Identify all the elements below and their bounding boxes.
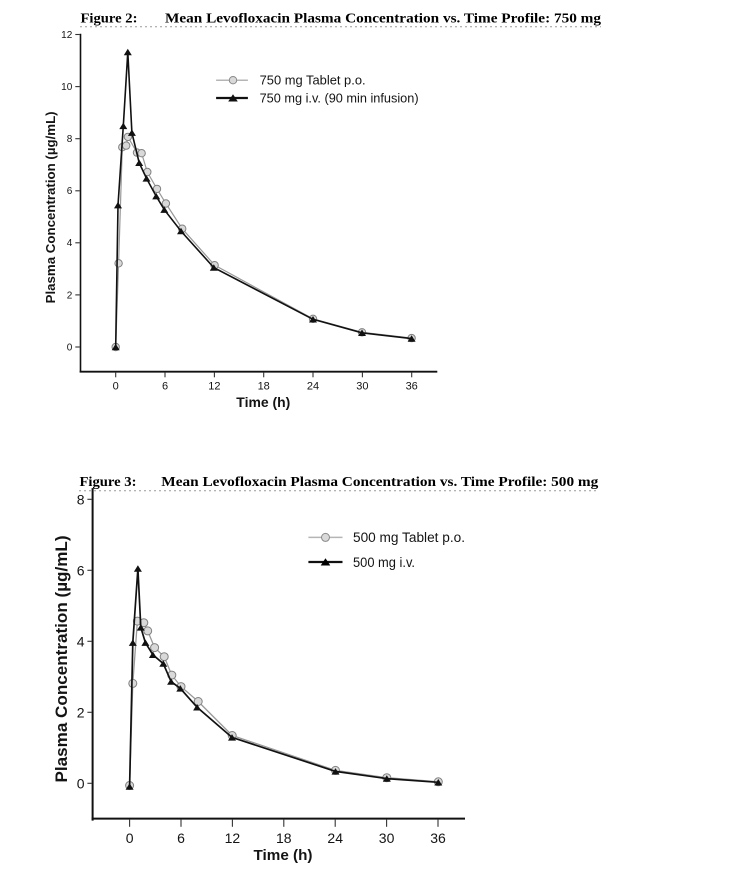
svg-text:Plasma Concentration (µg/mL): Plasma Concentration (µg/mL) bbox=[52, 536, 71, 783]
svg-text:Time (h): Time (h) bbox=[254, 847, 313, 864]
svg-text:4: 4 bbox=[77, 633, 85, 649]
svg-text:4: 4 bbox=[67, 238, 73, 249]
svg-text:12: 12 bbox=[208, 381, 220, 393]
svg-text:2: 2 bbox=[67, 290, 73, 301]
svg-text:750 mg i.v. (90 min infusion): 750 mg i.v. (90 min infusion) bbox=[260, 91, 419, 106]
svg-text:18: 18 bbox=[258, 381, 270, 393]
svg-text:Plasma Concentration (µg/mL): Plasma Concentration (µg/mL) bbox=[43, 111, 58, 303]
svg-text:0: 0 bbox=[126, 830, 134, 846]
svg-text:0: 0 bbox=[113, 381, 119, 393]
svg-text:Figure 2:: Figure 2: bbox=[81, 12, 138, 27]
svg-text:8: 8 bbox=[77, 491, 85, 507]
svg-text:500 mg Tablet p.o.: 500 mg Tablet p.o. bbox=[353, 530, 465, 545]
svg-text:24: 24 bbox=[327, 830, 343, 846]
svg-text:0: 0 bbox=[77, 775, 85, 791]
svg-text:12: 12 bbox=[61, 30, 73, 41]
svg-text:30: 30 bbox=[379, 830, 395, 846]
svg-text:30: 30 bbox=[356, 381, 368, 393]
svg-text:0: 0 bbox=[67, 342, 73, 353]
svg-text:10: 10 bbox=[61, 82, 73, 93]
svg-text:36: 36 bbox=[406, 381, 418, 393]
svg-text:24: 24 bbox=[307, 381, 319, 393]
svg-text:6: 6 bbox=[162, 381, 168, 393]
svg-text:500 mg i.v.: 500 mg i.v. bbox=[353, 555, 415, 570]
svg-text:6: 6 bbox=[177, 830, 185, 846]
svg-text:12: 12 bbox=[225, 830, 241, 846]
svg-text:750 mg Tablet p.o.: 750 mg Tablet p.o. bbox=[260, 73, 366, 88]
svg-text:6: 6 bbox=[67, 186, 73, 197]
svg-text:Time (h): Time (h) bbox=[236, 395, 290, 410]
svg-text:Figure 3:: Figure 3: bbox=[80, 475, 137, 490]
svg-text:Mean Levofloxacin Plasma Conce: Mean Levofloxacin Plasma Concentration v… bbox=[165, 12, 601, 27]
svg-text:36: 36 bbox=[430, 830, 446, 846]
svg-text:18: 18 bbox=[276, 830, 292, 846]
svg-text:2: 2 bbox=[77, 704, 85, 720]
svg-text:Mean Levofloxacin Plasma Conce: Mean Levofloxacin Plasma Concentration v… bbox=[161, 475, 598, 490]
svg-text:8: 8 bbox=[67, 134, 73, 145]
svg-text:6: 6 bbox=[77, 562, 85, 578]
